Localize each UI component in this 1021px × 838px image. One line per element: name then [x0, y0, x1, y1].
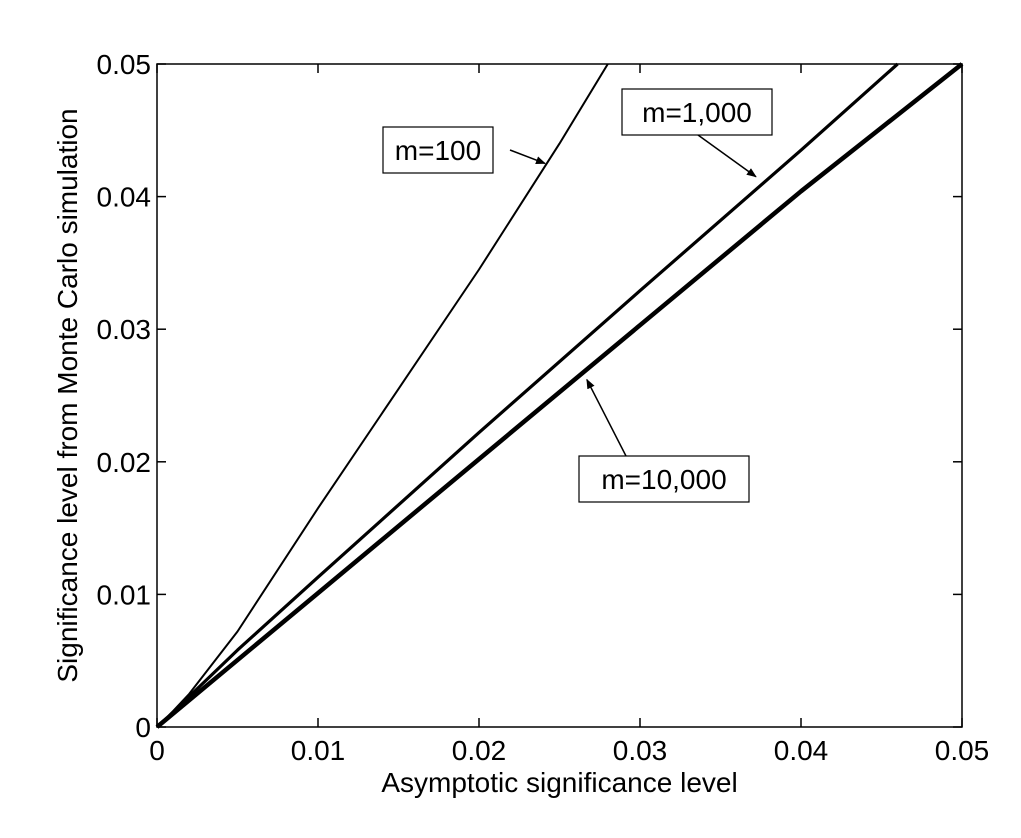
y-axis-label: Significance level from Monte Carlo simu… [52, 108, 83, 682]
x-tick-label: 0.05 [935, 735, 990, 766]
y-tick-label: 0 [135, 712, 151, 743]
x-axis: 0 0.01 0.02 0.03 0.04 0.05 [149, 64, 989, 766]
annotation-box [621, 88, 773, 136]
series-line-0 [156, 63, 609, 728]
y-tick-label: 0.02 [97, 447, 152, 478]
annotation-arrow [586, 378, 627, 457]
x-tick-label: 0.02 [452, 735, 507, 766]
y-tick-label: 0.05 [97, 49, 152, 80]
x-tick-label: 0 [149, 735, 165, 766]
x-tick-label: 0.04 [774, 735, 829, 766]
annotation-1: m=1,000 [621, 88, 773, 178]
series-lines [155, 62, 964, 729]
x-tick-label: 0.01 [291, 735, 346, 766]
annotation-box [578, 455, 750, 503]
annotation-arrow [509, 149, 546, 165]
annotation-box [382, 126, 494, 174]
annotation-label: m=10,000 [601, 464, 726, 495]
x-tick-label: 0.03 [613, 735, 668, 766]
annotation-label: m=1,000 [642, 97, 752, 128]
y-tick-label: 0.04 [97, 182, 152, 213]
axes-frame [156, 63, 963, 728]
y-tick-label: 0.03 [97, 314, 152, 345]
annotation-2: m=10,000 [578, 378, 750, 503]
annotation-arrow [697, 134, 757, 178]
x-axis-label: Asymptotic significance level [381, 767, 737, 798]
y-tick-label: 0.01 [97, 579, 152, 610]
annotation-label: m=100 [395, 135, 481, 166]
y-axis: 0 0.01 0.02 0.03 0.04 0.05 [97, 49, 962, 743]
annotation-0: m=100 [382, 126, 546, 174]
series-line-1 [155, 62, 899, 729]
series-line-2 [155, 62, 964, 729]
annotations: m=100 m=1,000 m=10,000 [382, 88, 773, 503]
